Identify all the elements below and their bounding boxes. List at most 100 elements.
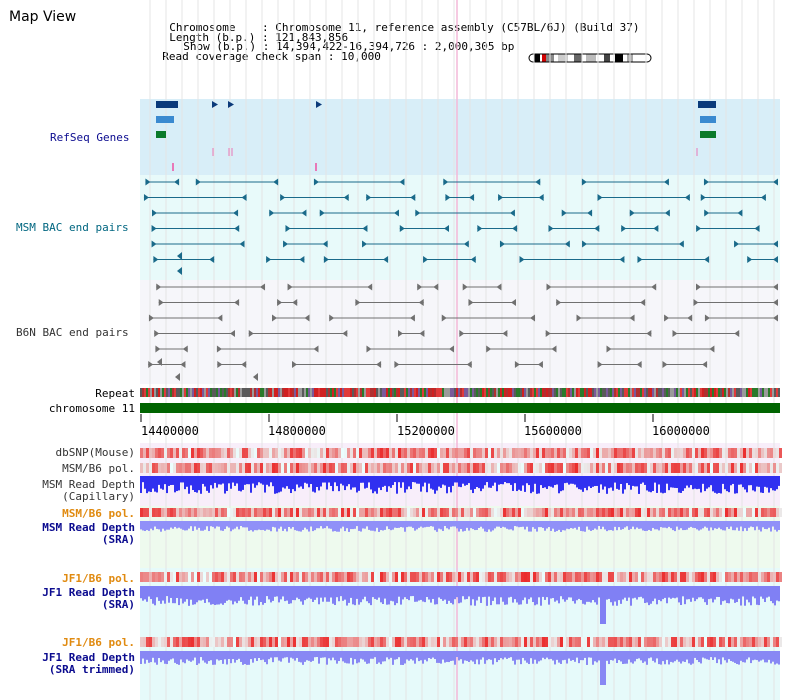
snp-density-cell <box>218 448 221 458</box>
read-depth-bar <box>378 586 380 598</box>
repeat-block <box>164 388 166 397</box>
read-depth-bar <box>276 586 278 597</box>
read-depth-bar <box>304 651 306 662</box>
read-depth-bar <box>682 476 684 491</box>
track-label-msm-b6-pol[interactable]: MSM/B6 pol. <box>62 462 135 475</box>
read-depth-bar <box>242 586 244 601</box>
snp-density-cell <box>320 508 323 517</box>
snp-density-cell <box>419 508 422 517</box>
snp-density-cell <box>584 637 587 647</box>
track-label-repeat[interactable]: Repeat <box>95 387 135 400</box>
repeat-block <box>442 388 444 397</box>
snp-density-cell <box>194 463 197 473</box>
b6n-bac-end <box>366 345 372 353</box>
read-depth-bar <box>472 521 474 530</box>
track-label-b6n-bac[interactable]: B6N BAC end pairs <box>16 326 129 339</box>
read-depth-bar <box>168 476 170 486</box>
snp-density-cell <box>734 463 737 473</box>
read-depth-bar <box>474 476 476 489</box>
snp-density-cell <box>380 637 383 647</box>
read-depth-bar <box>368 476 370 483</box>
b6n-bac-end <box>687 314 693 322</box>
read-depth-bar <box>608 521 610 531</box>
read-depth-bar <box>160 476 162 489</box>
track-label-msm-b6-pol-sra[interactable]: MSM/B6 pol. <box>62 507 135 520</box>
repeat-block <box>690 388 692 397</box>
read-depth-bar <box>444 586 446 600</box>
repeat-block <box>664 388 666 397</box>
repeat-block <box>630 388 632 397</box>
read-depth-bar <box>166 586 168 597</box>
read-depth-bar <box>740 586 742 606</box>
read-depth-bar <box>570 586 572 598</box>
track-label-jf1-b6-pol[interactable]: JF1/B6 pol. <box>62 572 135 585</box>
read-depth-bar <box>150 521 152 529</box>
snp-density-cell <box>572 637 575 647</box>
repeat-block <box>626 388 628 397</box>
track-label-dbsnp[interactable]: dbSNP(Mouse) <box>55 446 135 459</box>
read-depth-bar <box>410 651 412 660</box>
read-depth-bar <box>578 586 580 599</box>
read-depth-bar <box>596 651 598 663</box>
b6n-bac-end <box>629 314 635 322</box>
snp-density-cell <box>467 572 470 582</box>
snp-density-cell <box>776 508 779 517</box>
read-depth-bar <box>696 651 698 660</box>
repeat-block <box>230 388 232 397</box>
read-depth-bar <box>510 586 512 597</box>
repeat-block <box>546 388 548 397</box>
read-depth-bar <box>586 586 588 602</box>
snp-density-cell <box>323 508 326 517</box>
read-depth-bar <box>684 476 686 489</box>
track-label-msm-depth-sra[interactable]: MSM Read Depth <box>42 521 135 534</box>
read-depth-bar <box>168 521 170 530</box>
refseq-track-bg <box>140 99 780 175</box>
repeat-block <box>198 388 200 397</box>
snp-density-cell <box>623 637 626 647</box>
axis-tick-label: 14400000 <box>141 424 199 438</box>
read-depth-bar <box>264 651 266 663</box>
read-depth-bar <box>588 476 590 487</box>
read-depth-bar <box>446 521 448 529</box>
repeat-block <box>608 388 610 397</box>
read-depth-bar <box>662 586 664 600</box>
track-label-msm-bac[interactable]: MSM BAC end pairs <box>16 221 129 234</box>
snp-density-cell <box>353 508 356 517</box>
snp-density-cell <box>509 637 512 647</box>
read-depth-bar <box>642 651 644 663</box>
repeat-block <box>140 388 142 397</box>
track-label-chromosome[interactable]: chromosome 11 <box>48 402 135 415</box>
track-label-jf1-b6-pol-2[interactable]: JF1/B6 pol. <box>62 636 135 649</box>
read-depth-bar <box>644 476 646 485</box>
read-depth-bar <box>480 651 482 660</box>
snp-density-cell <box>569 463 572 473</box>
track-label-msm-depth-capillary[interactable]: MSM Read Depth <box>42 478 135 491</box>
read-depth-bar <box>400 586 402 605</box>
repeat-block <box>354 388 356 397</box>
read-depth-bar <box>592 521 594 531</box>
snp-density-cell <box>569 448 572 458</box>
read-depth-bar <box>732 586 734 600</box>
read-depth-bar <box>618 651 620 661</box>
read-depth-bar <box>194 476 196 493</box>
track-label-jf1-depth-trimmed[interactable]: JF1 Read Depth <box>42 651 135 664</box>
read-depth-bar <box>750 651 752 664</box>
b6n-bac-end <box>468 299 474 306</box>
snp-density-cell <box>662 448 665 458</box>
snp-density-cell <box>347 572 350 582</box>
snp-density-cell <box>749 637 752 647</box>
track-label-jf1-depth-sra[interactable]: JF1 Read Depth <box>42 586 135 599</box>
read-depth-bar <box>350 476 352 490</box>
read-depth-bar <box>324 651 326 658</box>
track-label-refseq-genes[interactable]: RefSeq Genes <box>50 131 130 144</box>
chromosome-ideogram[interactable] <box>528 52 654 64</box>
msm-bac-end <box>469 194 475 201</box>
read-depth-bar <box>438 651 440 663</box>
snp-density-cell <box>311 572 314 582</box>
repeat-block <box>510 388 512 397</box>
read-depth-bar <box>444 476 446 486</box>
repeat-block <box>748 388 750 397</box>
snp-density-cell <box>317 572 320 582</box>
snp-density-cell <box>620 637 623 647</box>
